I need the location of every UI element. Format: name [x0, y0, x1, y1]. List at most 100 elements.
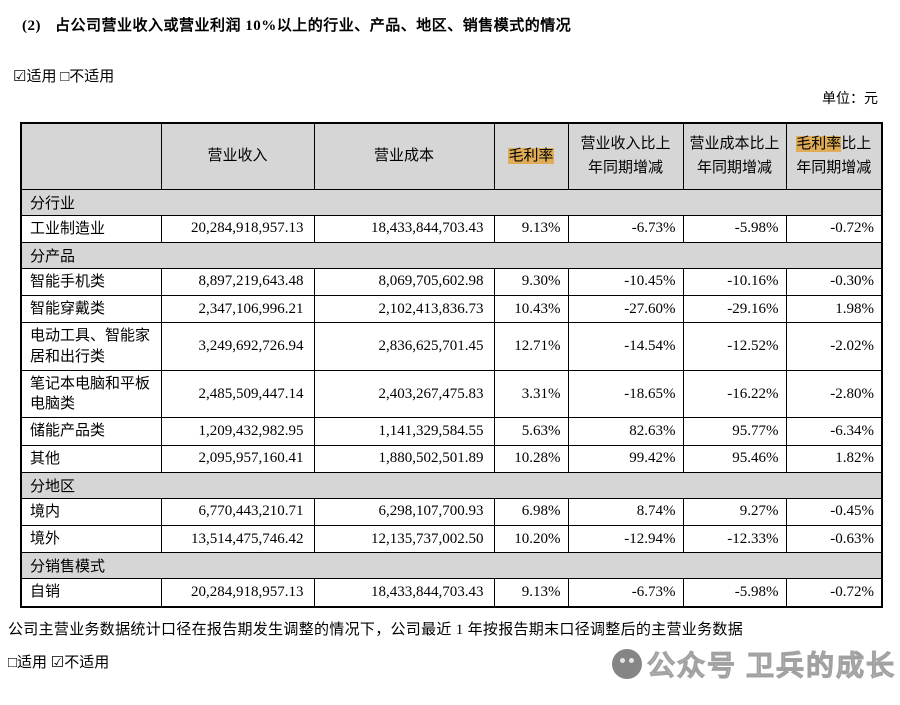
- highlighted-header-term: 毛利率: [796, 136, 842, 153]
- cell-gross-margin: 10.43%: [493, 294, 569, 324]
- cell-gross-margin: 12.71%: [493, 322, 569, 371]
- cell-cost-yoy: -12.33%: [682, 524, 787, 554]
- cell-cost-yoy: -29.16%: [682, 294, 787, 324]
- cell-margin-yoy: 1.98%: [785, 294, 883, 324]
- table-row: 其他 2,095,957,160.41 1,880,502,501.89 10.28%…: [20, 444, 883, 473]
- corner-header-cell: [20, 122, 162, 190]
- cell-gross-margin: 9.13%: [493, 578, 569, 607]
- row-label: 境外: [20, 524, 162, 554]
- cell-gross-margin: 6.98%: [493, 497, 569, 527]
- cell-revenue: 20,284,918,957.13: [160, 578, 315, 607]
- row-label: 智能手机类: [20, 267, 162, 297]
- cell-cost-yoy: -5.98%: [682, 578, 787, 607]
- table-row: 智能穿戴类 2,347,106,996.21 2,102,413,836.73 10.…: [20, 294, 883, 324]
- cell-revenue: 1,209,432,982.95: [160, 417, 315, 446]
- cell-revenue-yoy: -18.65%: [567, 369, 684, 419]
- cell-revenue: 20,284,918,957.13: [160, 214, 315, 243]
- cell-cost: 1,880,502,501.89: [313, 444, 495, 473]
- cell-cost: 2,403,267,475.83: [313, 369, 495, 419]
- section-row-label: 分产品: [20, 241, 883, 269]
- cell-revenue-yoy: -27.60%: [567, 294, 684, 324]
- cell-revenue-yoy: 8.74%: [567, 497, 684, 527]
- cell-cost: 2,836,625,701.45: [313, 322, 495, 371]
- table-row: 智能手机类 8,897,219,643.48 8,069,705,602.98 9.3…: [20, 267, 883, 297]
- cell-cost: 2,102,413,836.73: [313, 294, 495, 324]
- applicable-checkbox-line: ☑适用 □不适用: [13, 69, 115, 85]
- table-row: 工业制造业 20,284,918,957.13 18,433,844,703.43 9…: [20, 214, 883, 243]
- note-text: 公司主营业务数据统计口径在报告期发生调整的情况下，公司最近 1 年按报告期末口径…: [8, 621, 744, 638]
- cell-margin-yoy: -2.80%: [785, 369, 883, 419]
- cell-cost: 18,433,844,703.43: [313, 214, 495, 243]
- cell-cost: 8,069,705,602.98: [313, 267, 495, 297]
- cell-margin-yoy: -0.45%: [785, 497, 883, 527]
- cell-revenue-yoy: -14.54%: [567, 322, 684, 371]
- page-title-number: (2): [22, 18, 41, 34]
- cell-revenue-yoy: -6.73%: [567, 214, 684, 243]
- cell-revenue: 3,249,692,726.94: [160, 322, 315, 371]
- cell-revenue: 2,347,106,996.21: [160, 294, 315, 324]
- cell-margin-yoy: -2.02%: [785, 322, 883, 371]
- section-row-label: 分地区: [20, 471, 883, 499]
- table-body: 分行业 工业制造业 20,284,918,957.13 18,433,844,703.…: [20, 188, 883, 607]
- row-label: 其他: [20, 444, 162, 473]
- table-row: 境内 6,770,443,210.71 6,298,107,700.93 6.98% 8…: [20, 497, 883, 527]
- page-title: (2) 占公司营业收入或营业利润 10%以上的行业、产品、地区、销售模式的情况: [22, 14, 878, 35]
- cell-gross-margin: 10.28%: [493, 444, 569, 473]
- cell-margin-yoy: -0.63%: [785, 524, 883, 554]
- row-label: 储能产品类: [20, 417, 162, 446]
- financial-table: 营业收入 营业成本 毛利率 营业收入比上年同期增减 营业成本比上年同期增减 毛利率比上年同…: [20, 122, 883, 608]
- row-label: 自销: [20, 578, 162, 607]
- cell-cost-yoy: 9.27%: [682, 497, 787, 527]
- table-row: 境外 13,514,475,746.42 12,135,737,002.50 10.2…: [20, 524, 883, 554]
- section-row: 分产品: [20, 241, 883, 269]
- row-label: 智能穿戴类: [20, 294, 162, 324]
- cell-gross-margin: 9.13%: [493, 214, 569, 243]
- column-header: 营业成本: [313, 122, 495, 190]
- cell-gross-margin: 5.63%: [493, 417, 569, 446]
- cell-cost-yoy: 95.46%: [682, 444, 787, 473]
- cell-revenue: 8,897,219,643.48: [160, 267, 315, 297]
- cell-gross-margin: 3.31%: [493, 369, 569, 419]
- column-header: 营业收入: [160, 122, 315, 190]
- section-row-label: 分行业: [20, 188, 883, 216]
- cell-revenue-yoy: 82.63%: [567, 417, 684, 446]
- row-label: 境内: [20, 497, 162, 527]
- section-row: 分行业: [20, 188, 883, 216]
- row-label: 电动工具、智能家居和出行类: [20, 322, 162, 371]
- cell-revenue-yoy: 99.42%: [567, 444, 684, 473]
- cell-margin-yoy: -0.30%: [785, 267, 883, 297]
- cell-cost-yoy: -16.22%: [682, 369, 787, 419]
- section-row-label: 分销售模式: [20, 552, 883, 580]
- cell-gross-margin: 9.30%: [493, 267, 569, 297]
- cell-cost-yoy: -10.16%: [682, 267, 787, 297]
- page-title-text: 占公司营业收入或营业利润 10%以上的行业、产品、地区、销售模式的情况: [55, 18, 572, 34]
- document-page: { "document": { "title_number": "(2)", "…: [0, 14, 900, 705]
- column-header: 营业收入比上年同期增减: [567, 122, 684, 190]
- cell-revenue: 13,514,475,746.42: [160, 524, 315, 554]
- cell-cost: 12,135,737,002.50: [313, 524, 495, 554]
- cell-cost-yoy: -12.52%: [682, 322, 787, 371]
- row-label: 工业制造业: [20, 214, 162, 243]
- cell-revenue: 6,770,443,210.71: [160, 497, 315, 527]
- table-header: 营业收入 营业成本 毛利率 营业收入比上年同期增减 营业成本比上年同期增减 毛利率比上年同…: [20, 122, 883, 190]
- column-header: 毛利率比上年同期增减: [785, 122, 883, 190]
- cell-revenue-yoy: -12.94%: [567, 524, 684, 554]
- highlighted-header-term: 毛利率: [508, 148, 554, 165]
- cell-margin-yoy: -6.34%: [785, 417, 883, 446]
- cell-revenue-yoy: -6.73%: [567, 578, 684, 607]
- row-label: 笔记本电脑和平板电脑类: [20, 369, 162, 419]
- cell-gross-margin: 10.20%: [493, 524, 569, 554]
- section-row: 分销售模式: [20, 552, 883, 580]
- cell-cost: 6,298,107,700.93: [313, 497, 495, 527]
- cell-cost: 1,141,329,584.55: [313, 417, 495, 446]
- cell-margin-yoy: -0.72%: [785, 214, 883, 243]
- cell-revenue: 2,485,509,447.14: [160, 369, 315, 419]
- cell-cost-yoy: 95.77%: [682, 417, 787, 446]
- cell-margin-yoy: 1.82%: [785, 444, 883, 473]
- table-row: 自销 20,284,918,957.13 18,433,844,703.43 9.13…: [20, 578, 883, 607]
- table-header-row: 营业收入 营业成本 毛利率 营业收入比上年同期增减 营业成本比上年同期增减 毛利率比上年同…: [20, 122, 883, 190]
- cell-revenue-yoy: -10.45%: [567, 267, 684, 297]
- cell-cost-yoy: -5.98%: [682, 214, 787, 243]
- cell-cost: 18,433,844,703.43: [313, 578, 495, 607]
- cell-margin-yoy: -0.72%: [785, 578, 883, 607]
